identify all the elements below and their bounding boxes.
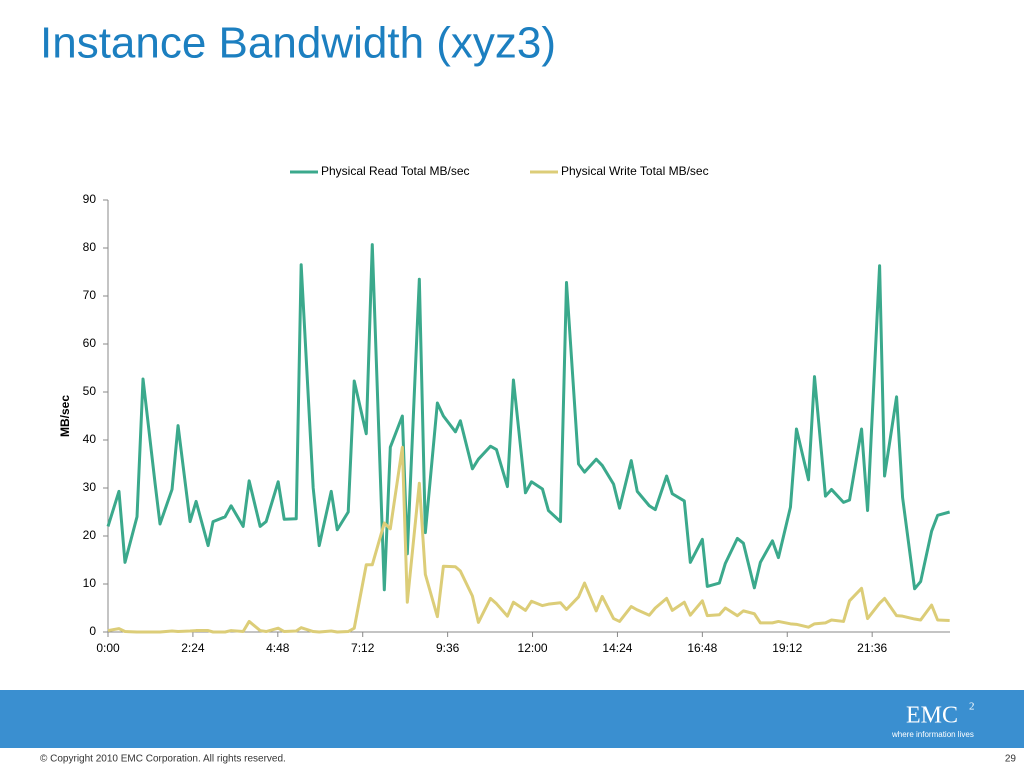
page-number: 29 [1005,754,1017,765]
x-tick-label: 21:36 [857,641,887,655]
x-tick-label: 7:12 [351,641,375,655]
y-tick-label: 0 [89,624,96,638]
y-tick-label: 60 [83,336,97,350]
x-tick-label: 4:48 [266,641,290,655]
logo-sup: 2 [969,701,975,713]
x-tick-label: 14:24 [602,641,632,655]
logo: EMC [906,703,958,729]
x-tick-label: 16:48 [687,641,717,655]
slide-title: Instance Bandwidth (xyz3) [40,19,556,68]
y-tick-label: 50 [83,384,97,398]
y-tick-label: 30 [83,480,97,494]
copyright: © Copyright 2010 EMC Corporation. All ri… [40,754,286,765]
y-tick-label: 20 [83,528,97,542]
legend-label: Physical Write Total MB/sec [561,164,709,178]
x-tick-label: 0:00 [96,641,120,655]
y-tick-label: 80 [83,240,97,254]
series-line [107,445,950,634]
x-tick-label: 19:12 [772,641,802,655]
x-tick-label: 12:00 [518,641,548,655]
y-tick-label: 70 [83,288,97,302]
plot: 0 10 20 30 40 50 60 70 80 90 0:00 2:24 4:48 7:12 9:36 1… [83,164,951,655]
tagline: where information lives [891,730,974,739]
legend-label: Physical Read Total MB/sec [321,164,470,178]
series-line [106,243,951,592]
y-tick-label: 40 [83,432,97,446]
x-tick-label: 2:24 [181,641,205,655]
x-tick-label: 9:36 [436,641,460,655]
y-tick-label: 10 [83,576,97,590]
footer-band [0,690,1024,748]
y-tick-label: 90 [83,192,97,206]
y-axis-label: MB/sec [58,395,72,437]
